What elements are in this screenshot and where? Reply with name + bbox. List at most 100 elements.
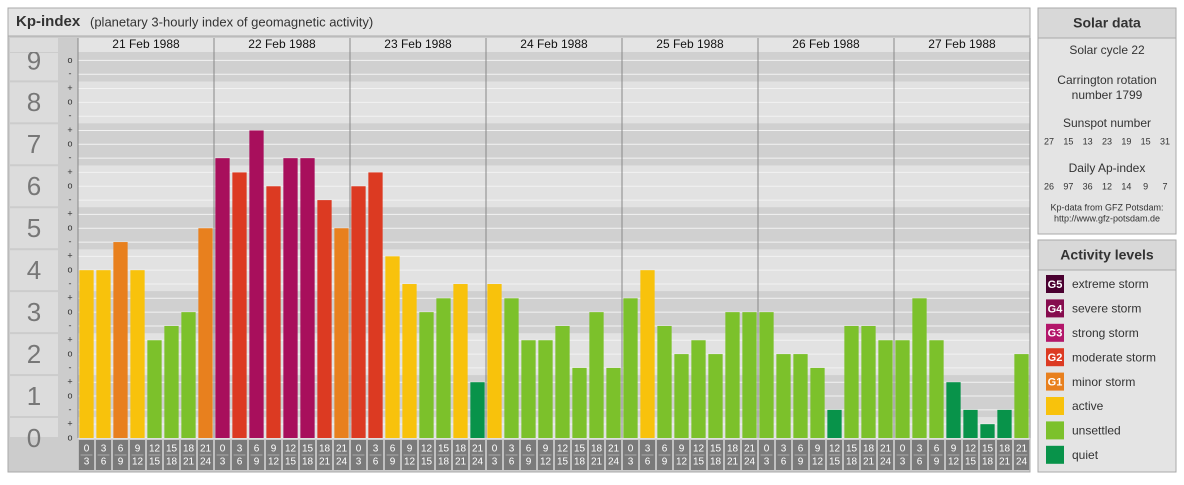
y-tick-label: 9 — [27, 45, 41, 75]
hour-label: 6 — [509, 457, 515, 468]
minor-tick-label: - — [69, 362, 72, 372]
y-tick-label: 5 — [27, 213, 41, 243]
minor-tick-label: - — [69, 320, 72, 330]
hour-label: 3 — [645, 444, 651, 455]
bar — [793, 354, 808, 438]
hour-label: 21 — [727, 457, 739, 468]
y-label-box — [10, 208, 58, 249]
day-label: 26 Feb 1988 — [792, 37, 860, 51]
legend-label: minor storm — [1072, 375, 1135, 389]
hour-label: 21 — [744, 444, 756, 455]
bar — [96, 270, 111, 438]
hour-label: 3 — [628, 457, 634, 468]
day-label: 24 Feb 1988 — [520, 37, 588, 51]
hour-label: 21 — [319, 457, 331, 468]
minor-tick-label: o — [67, 265, 72, 275]
hour-label: 0 — [764, 444, 770, 455]
bar — [844, 325, 859, 438]
solar-cycle: Solar cycle 22 — [1069, 43, 1145, 57]
legend-badge: G5 — [1048, 279, 1063, 291]
bar — [674, 354, 689, 438]
y-label-box — [10, 292, 58, 333]
y-tick-label: 4 — [27, 255, 41, 285]
bar — [929, 340, 944, 438]
bar — [521, 340, 536, 438]
hour-label: 12 — [829, 444, 841, 455]
hour-label: 3 — [900, 457, 906, 468]
hour-label: 9 — [543, 444, 549, 455]
hour-label: 18 — [727, 444, 739, 455]
bar — [589, 312, 604, 438]
hour-label: 18 — [455, 444, 467, 455]
bar — [827, 409, 842, 438]
bar — [725, 312, 740, 438]
hour-label: 3 — [917, 444, 923, 455]
hour-label: 21 — [200, 444, 212, 455]
legend-badge: G3 — [1048, 328, 1063, 340]
day-label: 22 Feb 1988 — [248, 37, 316, 51]
source: Kp-data from GFZ Potsdam: — [1050, 202, 1163, 212]
hour-label: 3 — [237, 444, 243, 455]
minor-tick-label: - — [69, 111, 72, 121]
hour-label: 3 — [373, 444, 379, 455]
minor-tick-label: + — [67, 209, 72, 219]
bar — [742, 312, 757, 438]
hour-label: 21 — [608, 444, 620, 455]
bar — [538, 340, 553, 438]
bar — [623, 298, 638, 438]
bar — [963, 409, 978, 438]
bar — [385, 256, 400, 438]
hour-label: 9 — [815, 444, 821, 455]
y-tick-label: 0 — [27, 423, 41, 453]
hour-label: 6 — [237, 457, 243, 468]
bar — [912, 298, 927, 438]
hour-label: 9 — [407, 444, 413, 455]
hour-label: 12 — [268, 457, 280, 468]
hour-label: 3 — [101, 444, 107, 455]
legend-badge: G2 — [1048, 352, 1063, 364]
hour-label: 3 — [764, 457, 770, 468]
day-label: 25 Feb 1988 — [656, 37, 724, 51]
hour-label: 15 — [846, 444, 858, 455]
bar — [198, 228, 213, 438]
hour-label: 12 — [421, 444, 433, 455]
legend-badge: G1 — [1048, 377, 1063, 389]
minor-tick-label: + — [67, 293, 72, 303]
hour-label: 6 — [917, 457, 923, 468]
hour-label: 6 — [390, 444, 396, 455]
bar — [351, 186, 366, 438]
sunspot-value: 15 — [1141, 136, 1151, 146]
minor-tick-label: o — [67, 55, 72, 65]
carrington: number 1799 — [1072, 88, 1143, 102]
hour-label: 9 — [951, 444, 957, 455]
hour-label: 12 — [404, 457, 416, 468]
bar — [861, 325, 876, 438]
hour-label: 24 — [336, 457, 348, 468]
bar — [215, 158, 230, 438]
hour-label: 9 — [526, 457, 532, 468]
y-label-box — [10, 418, 58, 437]
hour-label: 18 — [863, 444, 875, 455]
bar — [181, 312, 196, 438]
hour-label: 3 — [220, 457, 226, 468]
hour-label: 21 — [183, 457, 195, 468]
legend-swatch — [1046, 372, 1064, 391]
hour-label: 18 — [302, 457, 314, 468]
minor-tick-label: + — [67, 167, 72, 177]
hour-label: 21 — [1016, 444, 1028, 455]
hour-label: 24 — [744, 457, 756, 468]
band — [78, 417, 1030, 438]
bar — [436, 298, 451, 438]
hour-label: 12 — [693, 444, 705, 455]
ap-title: Daily Ap-index — [1069, 161, 1146, 175]
hour-label: 15 — [693, 457, 705, 468]
bar — [402, 284, 417, 438]
hour-label: 21 — [336, 444, 348, 455]
solar-panel — [1037, 7, 1177, 235]
hour-label: 6 — [373, 457, 379, 468]
hour-label: 0 — [628, 444, 634, 455]
hour-label: 18 — [166, 457, 178, 468]
bar — [283, 158, 298, 438]
minor-tick-label: - — [69, 69, 72, 79]
bar — [606, 367, 621, 438]
